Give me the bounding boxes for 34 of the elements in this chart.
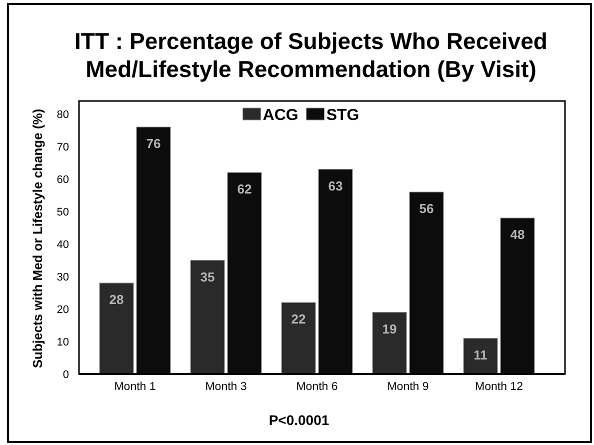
data-label: 62	[237, 182, 252, 196]
y-tick-label: 60	[56, 174, 69, 186]
data-label: 22	[291, 312, 306, 326]
x-tick-label: Month 6	[296, 381, 338, 393]
y-tick-label: 80	[56, 109, 69, 121]
data-label: 76	[146, 136, 161, 151]
data-label: 19	[382, 321, 397, 336]
x-tick-label: Month 3	[205, 381, 247, 393]
text: P<0.0001	[268, 412, 330, 428]
data-label: 48	[510, 227, 525, 242]
data-label: 56	[419, 201, 434, 216]
y-tick-label: 0	[62, 369, 69, 381]
bar	[190, 260, 225, 374]
x-tick-label: Month 12	[475, 381, 523, 393]
y-tick-label: 70	[56, 142, 69, 154]
data-label: 28	[109, 292, 124, 307]
y-tick-label: 30	[56, 272, 69, 284]
y-tick-label: 50	[56, 206, 69, 218]
chart-title: ITT : Percentage of Subjects Who Received Med/Lifestyle Recommendation (By Visit)	[74, 28, 548, 82]
data-label: 63	[328, 178, 343, 194]
data-label: 35	[200, 269, 215, 284]
legend-label: ACG	[262, 107, 298, 124]
y-tick-label: 10	[56, 336, 69, 348]
bar	[99, 282, 134, 374]
data-label: 11	[474, 347, 488, 362]
x-tick-label: Month 9	[387, 381, 429, 393]
legend-label: STG	[326, 107, 360, 124]
y-axis-title: Subjects with Med or Lifestyle change (%)	[30, 108, 45, 368]
y-tick-label: 40	[56, 239, 69, 251]
x-tick-label: Month 1	[114, 381, 156, 393]
bar	[372, 312, 407, 374]
bar	[281, 302, 316, 374]
bar	[463, 338, 498, 374]
y-tick-label: 20	[56, 304, 69, 316]
